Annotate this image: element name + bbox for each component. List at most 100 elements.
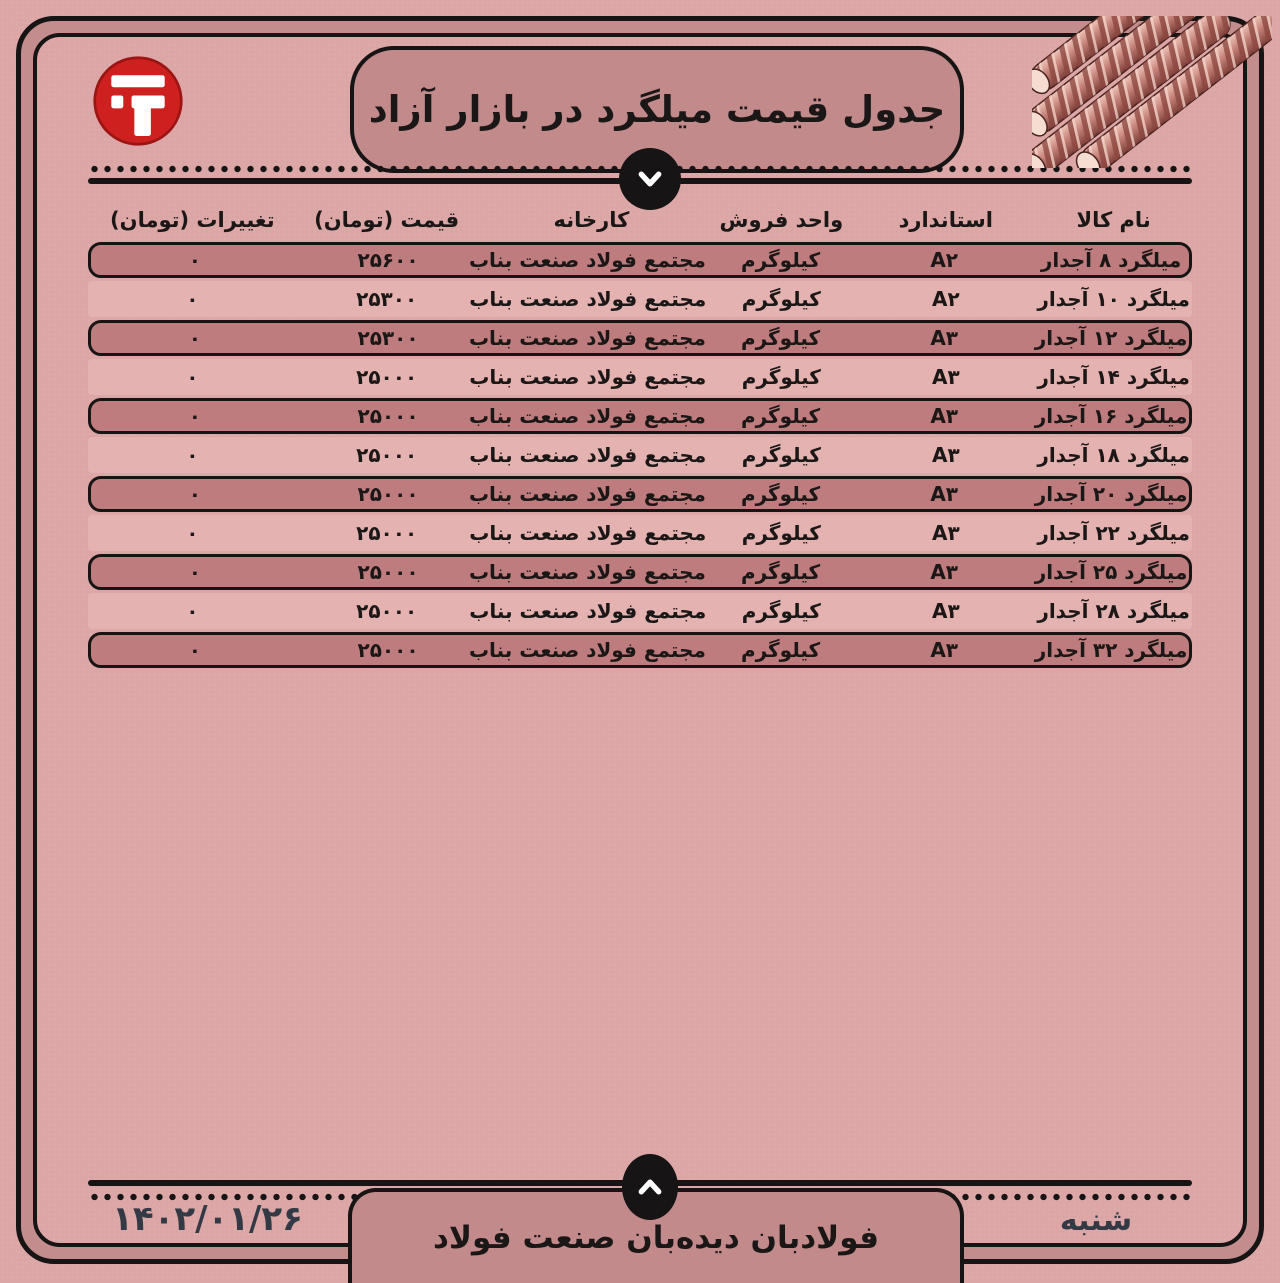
cell-price: ۲۵۶۰۰ bbox=[357, 248, 419, 272]
cell-price: ۲۵۳۰۰ bbox=[357, 326, 419, 350]
cell-product-name: میلگرد ۸ آجدار bbox=[1040, 248, 1182, 272]
cell-product-name: میلگرد ۱۶ آجدار bbox=[1034, 404, 1188, 428]
table-rows: میلگرد ۸ آجدار A۲ کیلوگرم مجتمع فولاد صن… bbox=[88, 242, 1192, 668]
cell-unit: کیلوگرم bbox=[741, 365, 821, 389]
cell-factory: مجتمع فولاد صنعت بناب bbox=[468, 638, 706, 662]
column-header-price: قیمت (تومان) bbox=[314, 208, 460, 232]
cell-product-name: میلگرد ۲۵ آجدار bbox=[1034, 560, 1188, 584]
cell-factory: مجتمع فولاد صنعت بناب bbox=[469, 365, 707, 389]
table-row: میلگرد ۲۰ آجدار A۳ کیلوگرم مجتمع فولاد ص… bbox=[88, 476, 1192, 512]
chevron-up-icon bbox=[638, 1179, 662, 1195]
table-row: میلگرد ۱۰ آجدار A۲ کیلوگرم مجتمع فولاد ص… bbox=[88, 281, 1192, 317]
cell-standard: A۳ bbox=[930, 326, 958, 350]
cell-change: ۰ bbox=[188, 248, 201, 272]
table-row: میلگرد ۲۲ آجدار A۳ کیلوگرم مجتمع فولاد ص… bbox=[88, 515, 1192, 551]
cell-standard: A۳ bbox=[930, 482, 958, 506]
cell-factory: مجتمع فولاد صنعت بناب bbox=[469, 443, 707, 467]
footer-date: ۱۴۰۲/۰۱/۲۶ bbox=[112, 1199, 303, 1239]
cell-factory: مجتمع فولاد صنعت بناب bbox=[468, 560, 706, 584]
cell-change: ۰ bbox=[186, 365, 199, 389]
cell-price: ۲۵۰۰۰ bbox=[357, 638, 419, 662]
cell-change: ۰ bbox=[186, 521, 199, 545]
top-divider-badge bbox=[619, 148, 681, 210]
cell-price: ۲۵۳۰۰ bbox=[356, 287, 418, 311]
cell-change: ۰ bbox=[186, 443, 199, 467]
cell-price: ۲۵۰۰۰ bbox=[356, 365, 418, 389]
cell-change: ۰ bbox=[188, 638, 201, 662]
cell-change: ۰ bbox=[188, 404, 201, 428]
table-row: میلگرد ۱۲ آجدار A۳ کیلوگرم مجتمع فولاد ص… bbox=[88, 320, 1192, 356]
cell-price: ۲۵۰۰۰ bbox=[356, 521, 418, 545]
column-header-standard: استاندارد bbox=[898, 208, 993, 232]
cell-unit: کیلوگرم bbox=[740, 248, 821, 272]
cell-product-name: میلگرد ۱۰ آجدار bbox=[1037, 287, 1190, 311]
cell-unit: کیلوگرم bbox=[740, 560, 821, 584]
cell-product-name: میلگرد ۲۰ آجدار bbox=[1034, 482, 1188, 506]
cell-standard: A۳ bbox=[930, 560, 958, 584]
table-row: میلگرد ۸ آجدار A۲ کیلوگرم مجتمع فولاد صن… bbox=[88, 242, 1192, 278]
rebar-bundle-illustration bbox=[1021, 0, 1280, 180]
column-header-unit: واحد فروش bbox=[719, 208, 844, 232]
table-row: میلگرد ۱۶ آجدار A۳ کیلوگرم مجتمع فولاد ص… bbox=[88, 398, 1192, 434]
cell-standard: A۳ bbox=[931, 521, 960, 545]
footer-brand-box: فولادبان دیده‌بان صنعت فولاد bbox=[348, 1188, 964, 1283]
cell-factory: مجتمع فولاد صنعت بناب bbox=[468, 248, 706, 272]
table-row: میلگرد ۲۵ آجدار A۳ کیلوگرم مجتمع فولاد ص… bbox=[88, 554, 1192, 590]
cell-factory: مجتمع فولاد صنعت بناب bbox=[468, 482, 706, 506]
cell-change: ۰ bbox=[188, 326, 201, 350]
column-header-change: تغییرات (تومان) bbox=[110, 208, 275, 232]
cell-factory: مجتمع فولاد صنعت بناب bbox=[469, 599, 707, 623]
price-table: نام کالا استاندارد واحد فروش کارخانه قیم… bbox=[88, 200, 1192, 671]
chevron-down-icon bbox=[638, 171, 662, 187]
cell-price: ۲۵۰۰۰ bbox=[357, 482, 419, 506]
cell-change: ۰ bbox=[188, 482, 201, 506]
cell-unit: کیلوگرم bbox=[741, 443, 821, 467]
footer-weekday: شنبه bbox=[1059, 1203, 1133, 1238]
table-row: میلگرد ۱۴ آجدار A۳ کیلوگرم مجتمع فولاد ص… bbox=[88, 359, 1192, 395]
cell-price: ۲۵۰۰۰ bbox=[356, 443, 418, 467]
cell-factory: مجتمع فولاد صنعت بناب bbox=[468, 326, 706, 350]
cell-product-name: میلگرد ۱۲ آجدار bbox=[1034, 326, 1188, 350]
table-row: میلگرد ۱۸ آجدار A۳ کیلوگرم مجتمع فولاد ص… bbox=[88, 437, 1192, 473]
cell-change: ۰ bbox=[188, 560, 201, 584]
brand-logo bbox=[92, 55, 184, 147]
cell-change: ۰ bbox=[186, 599, 199, 623]
column-header-name: نام کالا bbox=[1076, 208, 1151, 232]
column-header-factory: کارخانه bbox=[553, 208, 630, 232]
cell-unit: کیلوگرم bbox=[741, 521, 821, 545]
cell-unit: کیلوگرم bbox=[740, 482, 821, 506]
table-row: میلگرد ۳۲ آجدار A۳ کیلوگرم مجتمع فولاد ص… bbox=[88, 632, 1192, 668]
cell-price: ۲۵۰۰۰ bbox=[357, 404, 419, 428]
cell-product-name: میلگرد ۱۸ آجدار bbox=[1037, 443, 1190, 467]
footer-brand-label: فولادبان دیده‌بان صنعت فولاد bbox=[433, 1219, 879, 1256]
bottom-divider-badge bbox=[622, 1154, 678, 1220]
cell-standard: A۲ bbox=[931, 287, 960, 311]
page-title: جدول قیمت میلگرد در بازار آزاد bbox=[368, 88, 946, 131]
fooladban-monogram-icon bbox=[93, 56, 183, 146]
cell-change: ۰ bbox=[186, 287, 199, 311]
cell-unit: کیلوگرم bbox=[741, 599, 821, 623]
cell-price: ۲۵۰۰۰ bbox=[356, 599, 418, 623]
table-header: نام کالا استاندارد واحد فروش کارخانه قیم… bbox=[88, 200, 1192, 240]
cell-factory: مجتمع فولاد صنعت بناب bbox=[468, 404, 706, 428]
cell-standard: A۳ bbox=[931, 443, 960, 467]
cell-standard: A۳ bbox=[931, 599, 960, 623]
cell-product-name: میلگرد ۲۲ آجدار bbox=[1037, 521, 1190, 545]
cell-standard: A۳ bbox=[931, 365, 960, 389]
table-row: میلگرد ۲۸ آجدار A۳ کیلوگرم مجتمع فولاد ص… bbox=[88, 593, 1192, 629]
cell-price: ۲۵۰۰۰ bbox=[357, 560, 419, 584]
cell-standard: A۳ bbox=[930, 404, 958, 428]
cell-standard: A۳ bbox=[930, 638, 958, 662]
cell-unit: کیلوگرم bbox=[740, 326, 821, 350]
cell-factory: مجتمع فولاد صنعت بناب bbox=[469, 287, 707, 311]
cell-product-name: میلگرد ۳۲ آجدار bbox=[1034, 638, 1188, 662]
cell-unit: کیلوگرم bbox=[740, 404, 821, 428]
cell-product-name: میلگرد ۱۴ آجدار bbox=[1037, 365, 1190, 389]
cell-factory: مجتمع فولاد صنعت بناب bbox=[469, 521, 707, 545]
cell-unit: کیلوگرم bbox=[741, 287, 821, 311]
cell-standard: A۲ bbox=[930, 248, 958, 272]
rebar-icon bbox=[1021, 0, 1280, 180]
cell-unit: کیلوگرم bbox=[740, 638, 821, 662]
cell-product-name: میلگرد ۲۸ آجدار bbox=[1037, 599, 1190, 623]
